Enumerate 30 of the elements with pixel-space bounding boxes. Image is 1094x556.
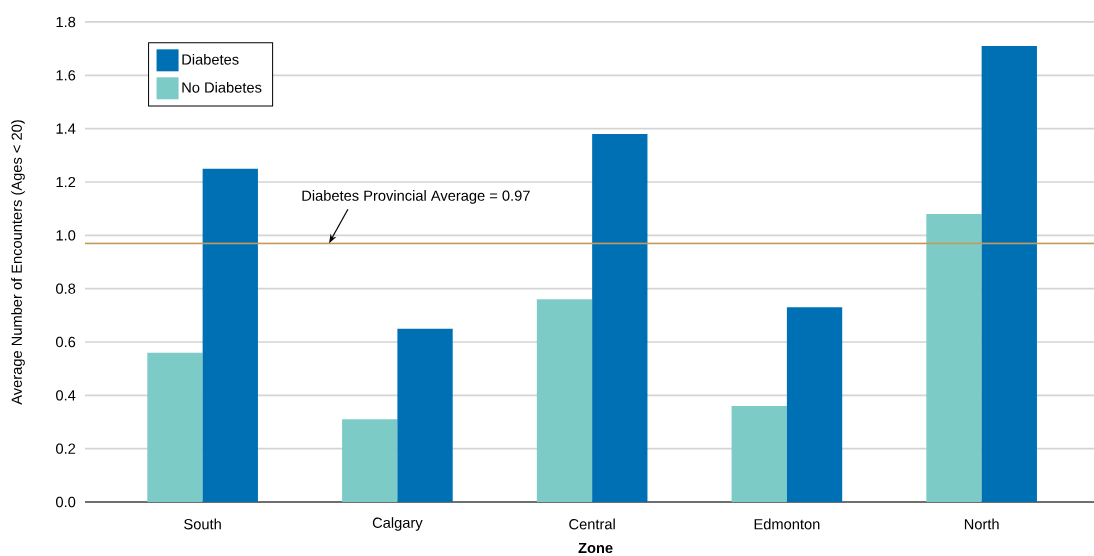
x-tick-label: Central bbox=[569, 518, 615, 530]
bar bbox=[536, 299, 593, 502]
y-tick-label: 1.2 bbox=[56, 176, 76, 188]
bar bbox=[926, 213, 982, 502]
legend-label: No Diabetes bbox=[182, 81, 262, 93]
y-tick-label: 1.6 bbox=[56, 70, 76, 81]
bar bbox=[397, 328, 453, 502]
y-tick-label: 0.6 bbox=[56, 336, 76, 348]
bar bbox=[202, 168, 258, 502]
bar bbox=[147, 352, 203, 502]
x-axis-title: Zone bbox=[578, 542, 613, 554]
y-tick-label: 0.0 bbox=[56, 496, 76, 508]
x-tick-label: Edmonton bbox=[754, 518, 820, 530]
bar bbox=[342, 419, 398, 502]
y-tick-label: 1.4 bbox=[56, 123, 76, 134]
x-tick-label: Calgary bbox=[372, 517, 423, 531]
y-tick-label: 0.4 bbox=[56, 390, 76, 401]
bar bbox=[592, 133, 648, 502]
x-tick-label: North bbox=[964, 518, 999, 530]
bar bbox=[786, 307, 843, 502]
y-tick-label: 0.2 bbox=[56, 443, 76, 454]
x-tick-label: South bbox=[184, 518, 221, 530]
y-axis-title: Average Number of Encounters (Ages < 20) bbox=[11, 120, 25, 405]
y-tick-label: 0.8 bbox=[56, 283, 76, 294]
ref-line-label: Diabetes Provincial Average = 0.97 bbox=[302, 190, 530, 204]
y-tick-label: 1.0 bbox=[56, 230, 76, 241]
bar bbox=[981, 45, 1037, 502]
legend-label: Diabetes bbox=[182, 53, 239, 65]
y-tick-label: 1.8 bbox=[56, 16, 76, 28]
bar bbox=[731, 406, 787, 502]
